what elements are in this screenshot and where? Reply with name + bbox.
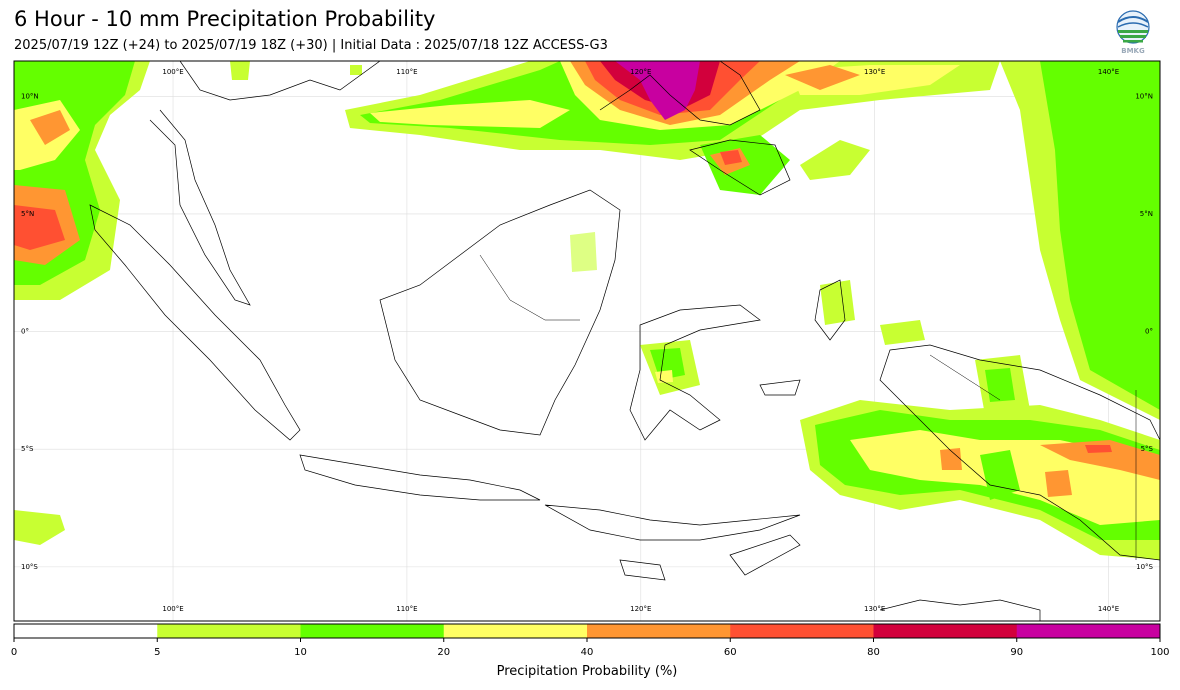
colorbar-tick-label-4: 40 bbox=[581, 647, 594, 658]
colorbar-segment-1 bbox=[157, 624, 301, 638]
colorbar: 0 5 10 20 40 60 80 90 100 bbox=[11, 623, 1170, 658]
chart-title: 6 Hour - 10 mm Precipitation Probability bbox=[14, 7, 436, 31]
lon-label-top-3: 130°E bbox=[864, 68, 885, 76]
colorbar-segment-2 bbox=[300, 624, 445, 638]
colorbar-segment-5 bbox=[730, 624, 874, 638]
bmkg-logo-icon: BMKG bbox=[1116, 10, 1150, 55]
colorbar-segment-7 bbox=[1016, 624, 1161, 638]
colorbar-tick-label-1: 5 bbox=[154, 647, 160, 658]
lon-label-bottom-3: 130°E bbox=[864, 605, 885, 613]
colorbar-segment-6 bbox=[873, 624, 1018, 638]
colorbar-title: Precipitation Probability (%) bbox=[496, 664, 678, 679]
lat-label-left-2: 0° bbox=[21, 328, 29, 336]
latitude-labels-left: 10°N 5°N 0° 5°S 10°S bbox=[21, 92, 39, 571]
colorbar-segment-4 bbox=[587, 624, 731, 638]
map-body bbox=[14, 61, 1160, 621]
coastlines bbox=[89, 61, 1160, 621]
logo-text: BMKG bbox=[1121, 47, 1145, 55]
lat-label-right-3: 5°S bbox=[1141, 445, 1154, 453]
colorbar-tick-label-6: 80 bbox=[867, 647, 880, 658]
lon-label-bottom-0: 100°E bbox=[162, 605, 183, 613]
lat-label-left-0: 10°N bbox=[21, 92, 39, 100]
lon-label-bottom-4: 140°E bbox=[1098, 605, 1119, 613]
colorbar-tick-label-3: 20 bbox=[437, 647, 450, 658]
lon-label-bottom-1: 110°E bbox=[396, 605, 417, 613]
colorbar-tick-label-5: 60 bbox=[724, 647, 737, 658]
colorbar-segment-0 bbox=[14, 624, 158, 638]
lon-label-top-4: 140°E bbox=[1098, 68, 1119, 76]
lat-label-right-0: 10°N bbox=[1135, 92, 1153, 100]
chart-subtitle: 2025/07/19 12Z (+24) to 2025/07/19 18Z (… bbox=[14, 38, 608, 53]
longitude-labels-bottom: 100°E 110°E 120°E 130°E 140°E bbox=[162, 605, 1119, 613]
lat-label-right-4: 10°S bbox=[1136, 563, 1153, 571]
lat-label-left-1: 5°N bbox=[21, 210, 34, 218]
latitude-labels-right: 10°N 5°N 0° 5°S 10°S bbox=[1135, 92, 1153, 571]
colorbar-tick-label-2: 10 bbox=[294, 647, 307, 658]
lat-label-right-2: 0° bbox=[1145, 328, 1153, 336]
colorbar-tick-label-0: 0 bbox=[11, 647, 17, 658]
precipitation-field bbox=[14, 61, 1160, 560]
colorbar-segment-3 bbox=[443, 624, 588, 638]
colorbar-tick-label-8: 100 bbox=[1150, 647, 1169, 658]
lon-label-bottom-2: 120°E bbox=[630, 605, 651, 613]
lon-label-top-1: 110°E bbox=[396, 68, 417, 76]
longitude-labels-top: 100°E 110°E 120°E 130°E 140°E bbox=[162, 68, 1119, 76]
lon-label-top-0: 100°E bbox=[162, 68, 183, 76]
lat-label-right-1: 5°N bbox=[1140, 210, 1153, 218]
lat-label-left-3: 5°S bbox=[21, 445, 34, 453]
lat-label-left-4: 10°S bbox=[21, 563, 38, 571]
colorbar-tick-label-7: 90 bbox=[1010, 647, 1023, 658]
lon-label-top-2: 120°E bbox=[630, 68, 651, 76]
